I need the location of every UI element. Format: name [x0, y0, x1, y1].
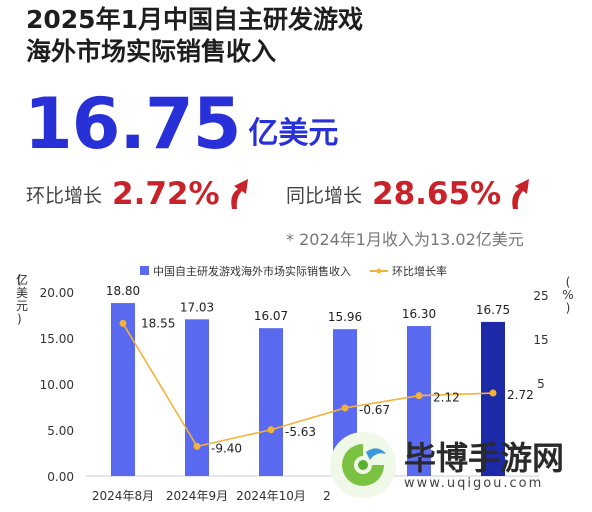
bar [481, 321, 505, 476]
y-right-tick-label: 25 [533, 289, 548, 303]
legend-line-marker [376, 268, 382, 274]
y-right-tick-label: 15 [533, 333, 548, 347]
x-tick-label: 2 [323, 489, 331, 503]
watermark-url: www.uqigou.com [404, 475, 544, 491]
title-line-2: 海外市场实际销售收入 [26, 37, 277, 66]
headline-figure: 16.75 亿美元 [24, 84, 338, 164]
growth-rate-label: -9.40 [211, 441, 242, 455]
growth-rate-point [415, 392, 423, 400]
y-left-tick-label: 15.00 [40, 332, 74, 346]
headline-unit: 亿美元 [248, 116, 339, 151]
bar-value-label: 15.96 [328, 310, 362, 324]
growth-rate-point [119, 319, 127, 327]
watermark-logo-icon [330, 432, 396, 498]
x-tick-label: 2024年10月 [236, 489, 306, 503]
bar [111, 303, 135, 476]
x-tick-label: 2024年8月 [92, 489, 154, 503]
yoy-label: 同比增长 [286, 184, 363, 207]
bar-value-label: 16.30 [402, 307, 436, 321]
y-left-axis-label: (亿美元) [16, 272, 28, 326]
growth-rate-point [193, 442, 201, 450]
bar [407, 326, 431, 476]
y-right-tick-label: 5 [537, 377, 545, 391]
growth-rate-point [489, 389, 497, 397]
bar-value-label: 16.75 [476, 303, 510, 317]
chart-title: 2025年1月中国自主研发游戏 海外市场实际销售收入 [26, 4, 363, 68]
legend-line-label: 环比增长率 [392, 264, 447, 278]
mom-metric: 环比增长 2.72% [26, 176, 250, 212]
growth-rate-label: 18.55 [141, 316, 175, 330]
headline-value: 16.75 [24, 83, 241, 165]
growth-rate-line [122, 322, 494, 448]
x-tick-label: 2024年9月 [166, 489, 228, 503]
y-left-tick-label: 0.00 [47, 470, 74, 484]
title-line-1: 2025年1月中国自主研发游戏 [26, 5, 363, 34]
bar-value-label: 18.80 [106, 284, 140, 298]
yoy-value: 28.65% [372, 176, 502, 212]
y-left-tick-label: 5.00 [47, 424, 74, 438]
legend-bar-swatch [140, 266, 149, 275]
bar [259, 328, 283, 476]
watermark-title: 毕博手游网 [404, 438, 565, 477]
y-left-tick-label: 10.00 [40, 378, 74, 392]
growth-rate-point [267, 426, 275, 434]
up-arrow-icon [230, 179, 248, 209]
footnote: * 2024年1月收入为13.02亿美元 [286, 230, 524, 249]
yoy-metric: 同比增长 28.65% [286, 176, 531, 212]
up-arrow-icon [512, 179, 530, 209]
bar-value-label: 16.07 [254, 309, 288, 323]
y-left-tick-label: 20.00 [40, 286, 74, 300]
mom-value: 2.72% [112, 176, 220, 212]
bar [185, 319, 209, 476]
mom-label: 环比增长 [26, 184, 103, 207]
growth-rate-label: 2.12 [433, 391, 460, 405]
growth-rate-label: -0.67 [359, 403, 390, 417]
legend-bar-label: 中国自主研发游戏海外市场实际销售收入 [153, 264, 351, 278]
bar-value-label: 17.03 [180, 300, 214, 314]
growth-rate-label: -5.63 [285, 425, 316, 439]
growth-rate-point [341, 404, 349, 412]
y-right-axis-label: (%) [562, 275, 573, 315]
watermark: 毕博手游网 www.uqigou.com [330, 432, 564, 498]
growth-rate-label: 2.72 [507, 388, 534, 402]
